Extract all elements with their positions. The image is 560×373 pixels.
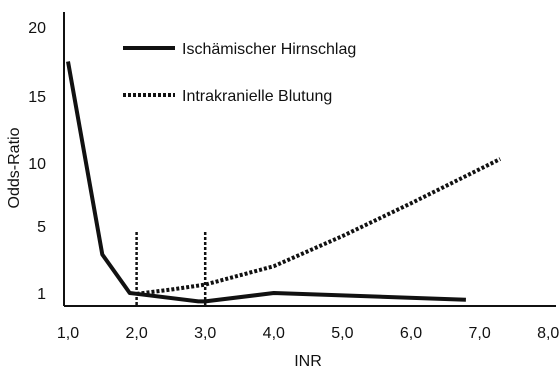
y-tick-label: 5 bbox=[37, 219, 46, 236]
y-tick-label: 15 bbox=[28, 89, 46, 106]
x-tick-label: 3,0 bbox=[194, 325, 216, 342]
x-tick-label: 8,0 bbox=[537, 325, 559, 342]
series-line-ischaemischer-hirnschlag bbox=[66, 61, 466, 304]
x-axis-label: INR bbox=[294, 353, 322, 370]
y-tick-label: 10 bbox=[28, 156, 46, 173]
series-line-intrakranielle-blutung bbox=[136, 157, 502, 296]
y-axis-label: Odds-Ratio bbox=[6, 127, 23, 208]
y-tick-label: 1 bbox=[37, 286, 46, 303]
x-tick-labels: 1,0 2,0 3,0 4,0 5,0 6,0 7,0 8,0 bbox=[57, 325, 560, 342]
series-lines bbox=[66, 61, 502, 304]
x-tick-label: 6,0 bbox=[400, 325, 422, 342]
x-tick-label: 2,0 bbox=[125, 325, 147, 342]
legend-label: Intrakranielle Blutung bbox=[182, 88, 332, 105]
axes bbox=[63, 12, 556, 307]
legend: Ischämischer Hirnschlag Intrakranielle Bl… bbox=[123, 41, 356, 105]
y-tick-label: 20 bbox=[28, 20, 46, 37]
x-tick-label: 7,0 bbox=[468, 325, 490, 342]
legend-label: Ischämischer Hirnschlag bbox=[182, 41, 356, 58]
x-tick-label: 1,0 bbox=[57, 325, 79, 342]
x-tick-label: 4,0 bbox=[263, 325, 285, 342]
x-tick-label: 5,0 bbox=[331, 325, 353, 342]
